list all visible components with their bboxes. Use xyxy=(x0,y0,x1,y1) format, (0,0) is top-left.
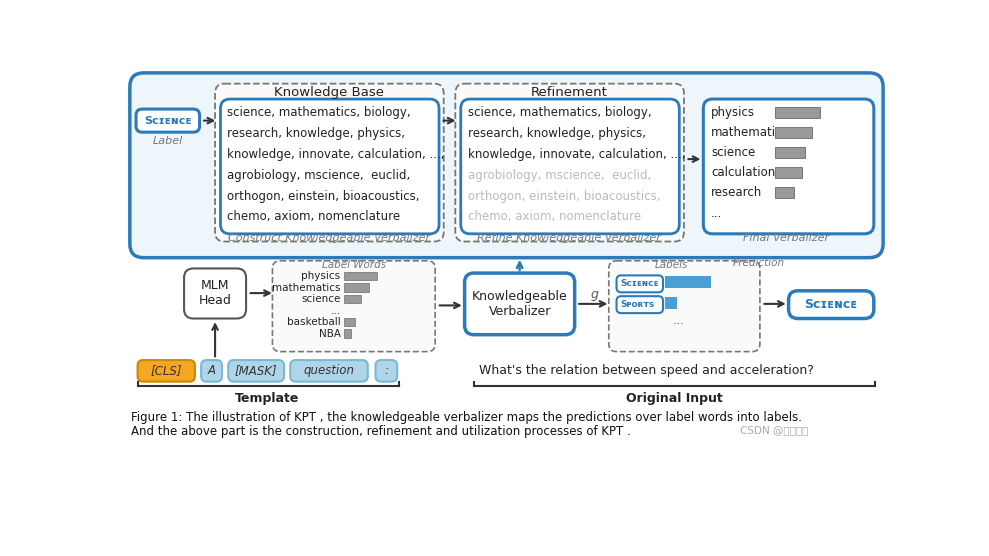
Bar xyxy=(774,167,802,177)
Bar xyxy=(774,187,794,197)
Text: knowledge, innovate, calculation, ...,: knowledge, innovate, calculation, ..., xyxy=(468,148,689,161)
Text: :: : xyxy=(385,364,389,378)
Bar xyxy=(344,329,351,337)
Text: Label: Label xyxy=(152,136,183,146)
Text: ...: ... xyxy=(673,314,684,327)
Text: [MASK]: [MASK] xyxy=(234,364,278,378)
FancyBboxPatch shape xyxy=(465,273,575,335)
Bar xyxy=(344,295,361,303)
FancyBboxPatch shape xyxy=(376,360,398,381)
FancyBboxPatch shape xyxy=(130,73,883,257)
Text: science, mathematics, biology,: science, mathematics, biology, xyxy=(468,106,652,120)
FancyBboxPatch shape xyxy=(228,360,284,381)
Text: Refine Knowledgeable Verbalizer: Refine Knowledgeable Verbalizer xyxy=(478,232,662,242)
Text: mathematics: mathematics xyxy=(711,126,788,140)
Text: agrobiology, mscience,  euclid,: agrobiology, mscience, euclid, xyxy=(468,169,651,182)
Text: Sᴄɪᴇɴᴄᴇ: Sᴄɪᴇɴᴄᴇ xyxy=(805,298,857,311)
Text: research, knowledge, physics,: research, knowledge, physics, xyxy=(468,127,646,140)
Text: orthogon, einstein, bioacoustics,: orthogon, einstein, bioacoustics, xyxy=(468,190,661,202)
Text: NBA: NBA xyxy=(318,329,340,339)
FancyBboxPatch shape xyxy=(616,296,663,313)
Bar xyxy=(774,107,820,117)
Text: Original Input: Original Input xyxy=(625,391,722,405)
FancyBboxPatch shape xyxy=(215,83,444,241)
FancyBboxPatch shape xyxy=(136,109,200,132)
FancyBboxPatch shape xyxy=(184,269,246,319)
Text: Labels: Labels xyxy=(655,260,688,270)
Text: And the above part is the construction, refinement and utilization processes of : And the above part is the construction, … xyxy=(132,425,631,438)
Text: ...: ... xyxy=(330,306,340,316)
Text: CSDN @征途隅然: CSDN @征途隅然 xyxy=(740,425,808,435)
Bar xyxy=(344,283,369,291)
Text: knowledge, innovate, calculation, ...,: knowledge, innovate, calculation, ..., xyxy=(227,148,445,161)
Bar xyxy=(665,297,677,309)
Text: Knowledge Base: Knowledge Base xyxy=(274,86,384,98)
Text: Template: Template xyxy=(234,391,300,405)
Text: science, mathematics, biology,: science, mathematics, biology, xyxy=(227,106,411,120)
Text: calculation: calculation xyxy=(711,166,775,180)
FancyBboxPatch shape xyxy=(609,261,760,351)
FancyBboxPatch shape xyxy=(137,360,195,381)
Text: Construct Knowledgeable Verbalizer: Construct Knowledgeable Verbalizer xyxy=(227,232,430,242)
FancyBboxPatch shape xyxy=(272,261,435,351)
Text: Prediction: Prediction xyxy=(733,258,785,268)
Bar xyxy=(344,317,355,326)
Text: What's the relation between speed and acceleration?: What's the relation between speed and ac… xyxy=(479,364,813,378)
FancyBboxPatch shape xyxy=(616,275,663,292)
Text: MLM
Head: MLM Head xyxy=(199,279,231,307)
FancyBboxPatch shape xyxy=(201,360,223,381)
Text: chemo, axiom, nomenclature: chemo, axiom, nomenclature xyxy=(468,210,641,224)
Text: physics: physics xyxy=(302,271,340,281)
Text: chemo, axiom, nomenclature: chemo, axiom, nomenclature xyxy=(227,210,401,224)
Text: Figure 1: The illustration of KPT , the knowledgeable verbalizer maps the predic: Figure 1: The illustration of KPT , the … xyxy=(132,411,802,424)
FancyBboxPatch shape xyxy=(455,83,684,241)
Text: science: science xyxy=(302,294,340,304)
Text: Sᴘᴏʀᴛs: Sᴘᴏʀᴛs xyxy=(620,300,655,309)
Text: Knowledgeable
Verbalizer: Knowledgeable Verbalizer xyxy=(472,290,568,318)
Bar xyxy=(774,147,805,157)
Text: orthogon, einstein, bioacoustics,: orthogon, einstein, bioacoustics, xyxy=(227,190,420,202)
Text: Sᴄɪᴇɴᴄᴇ: Sᴄɪᴇɴᴄᴇ xyxy=(144,116,192,126)
Text: Sᴄɪᴇɴᴄᴇ: Sᴄɪᴇɴᴄᴇ xyxy=(620,279,659,289)
FancyBboxPatch shape xyxy=(461,99,679,234)
FancyBboxPatch shape xyxy=(703,99,874,234)
Text: ...: ... xyxy=(711,206,722,220)
Text: agrobiology, mscience,  euclid,: agrobiology, mscience, euclid, xyxy=(227,169,410,182)
Text: research, knowledge, physics,: research, knowledge, physics, xyxy=(227,127,405,140)
Bar xyxy=(665,276,711,289)
Text: Label Words: Label Words xyxy=(321,260,386,270)
Text: basketball: basketball xyxy=(287,317,340,327)
Text: mathematics: mathematics xyxy=(272,282,340,292)
Text: Final Verbalizer: Final Verbalizer xyxy=(743,232,830,242)
FancyBboxPatch shape xyxy=(221,99,439,234)
FancyBboxPatch shape xyxy=(788,291,874,319)
Text: science: science xyxy=(711,146,756,160)
Text: Refinement: Refinement xyxy=(531,86,607,98)
FancyBboxPatch shape xyxy=(290,360,368,381)
Bar xyxy=(344,271,377,280)
Text: A: A xyxy=(208,364,216,378)
Text: research: research xyxy=(711,186,763,200)
Text: g: g xyxy=(590,288,598,301)
Text: physics: physics xyxy=(711,106,755,120)
Text: [CLS]: [CLS] xyxy=(150,364,182,378)
Text: question: question xyxy=(304,364,354,378)
Bar xyxy=(774,127,812,137)
